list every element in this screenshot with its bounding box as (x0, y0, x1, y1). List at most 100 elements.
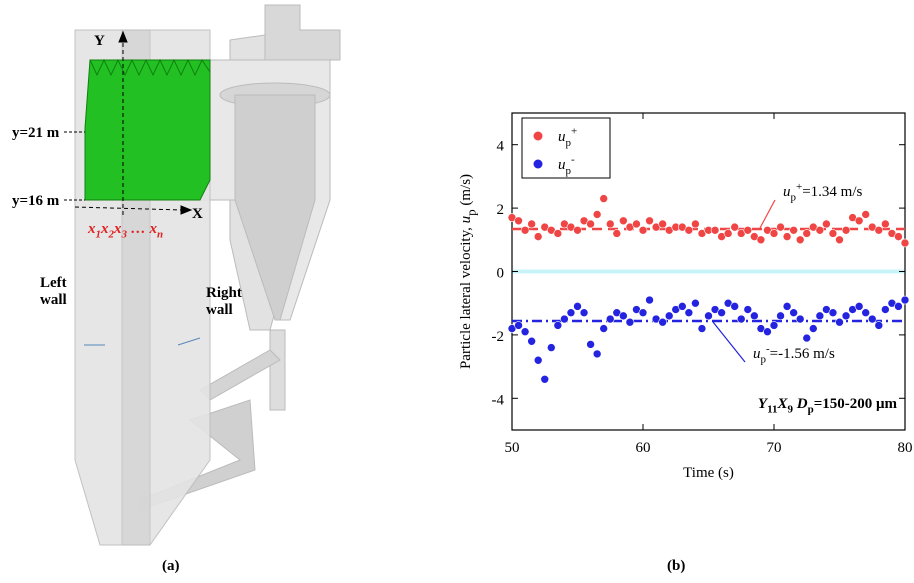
data-point (632, 219, 641, 229)
x-axis-label: Time (s) (683, 465, 734, 481)
data-point (802, 229, 812, 238)
data-point (723, 229, 733, 238)
data-point (697, 324, 707, 333)
data-point (553, 321, 563, 330)
data-point (881, 219, 890, 229)
data-point (658, 317, 667, 327)
data-point (743, 225, 753, 235)
data-point (789, 225, 798, 235)
text-part: x (87, 221, 96, 237)
text-part: x (113, 221, 122, 237)
data-point (560, 314, 569, 324)
x-tick-label: 80 (898, 440, 913, 456)
boiler-diagram (74, 4, 341, 546)
text-part: 9 (787, 404, 793, 416)
data-point (605, 219, 615, 229)
data-point (756, 235, 766, 245)
data-point (881, 305, 890, 314)
text-part: n (157, 229, 163, 241)
data-point (520, 327, 530, 337)
text-part: =-1.56 m/s (770, 346, 835, 362)
cyclone-core (234, 94, 316, 321)
wall-label: wall (40, 292, 67, 308)
data-point (894, 302, 903, 311)
data-point (894, 232, 903, 241)
data-point (900, 238, 910, 248)
data-point (861, 308, 871, 318)
text-part: - (571, 154, 575, 166)
legend-label: up- (558, 154, 575, 177)
text-part: p (791, 192, 797, 204)
data-point (514, 216, 523, 226)
data-point (900, 295, 910, 305)
arrow-head (180, 205, 193, 215)
duct (264, 4, 341, 61)
text-part: u (458, 216, 474, 224)
text-part: u (783, 184, 791, 200)
text-part: p (566, 137, 572, 149)
data-point (605, 314, 615, 324)
data-point (854, 216, 864, 226)
data-point (822, 219, 831, 229)
data-point (828, 229, 838, 238)
annotation-arrow (759, 199, 776, 229)
standpipe (269, 329, 286, 411)
data-point (612, 229, 622, 238)
data-point (854, 302, 864, 311)
diagram-axes (64, 30, 201, 346)
wall-label: Left (40, 275, 67, 291)
data-point (874, 225, 884, 235)
text-part: … x (127, 221, 158, 237)
text-part: 11 (767, 404, 777, 416)
y-axis-label: Particle lateral velocity, up (m/s) (458, 174, 479, 369)
data-point (691, 298, 700, 308)
y-tick-label: -2 (492, 329, 505, 345)
leader (177, 337, 201, 346)
text-part: + (571, 126, 577, 138)
data-point (520, 225, 530, 235)
arrow-head (118, 30, 128, 43)
data-point (769, 229, 779, 238)
data-point (638, 225, 648, 235)
data-point (625, 317, 635, 327)
data-point (677, 302, 687, 311)
x-tick-label: 60 (636, 440, 651, 456)
data-point (619, 311, 628, 321)
wall-label: wall (206, 302, 233, 318)
data-point (619, 216, 628, 226)
data-point (592, 349, 602, 359)
text-part: p (464, 209, 479, 216)
data-point (546, 343, 556, 352)
plane-edge (89, 58, 211, 77)
text-part: x (100, 221, 109, 237)
text-part: + (796, 181, 802, 193)
data-point (835, 235, 844, 245)
data-point (664, 311, 674, 321)
data-point (828, 308, 838, 318)
data-point (573, 225, 582, 235)
data-point (645, 216, 654, 226)
data-point (802, 333, 812, 343)
text-part: =150-200 μm (814, 396, 898, 412)
text-part: D (793, 396, 808, 412)
data-point (573, 302, 582, 311)
data-point (553, 229, 563, 238)
level-label: y=16 m (12, 193, 60, 209)
x-tick-label: 50 (505, 440, 520, 456)
panel-label: (a) (162, 558, 180, 574)
text-part: X (776, 396, 788, 412)
chart: -4 -2 0 2 4 50 60 70 80 Time (s) Particle lateral … (458, 112, 913, 481)
data-point (861, 210, 871, 219)
data-point (789, 308, 798, 318)
data-point (730, 302, 740, 311)
data-point (795, 235, 805, 245)
data-point (684, 308, 694, 318)
legend-label: up+ (558, 126, 577, 149)
data-point (763, 327, 772, 337)
data-point (540, 374, 550, 384)
data-point (586, 219, 595, 229)
text-part: p (761, 354, 767, 366)
y-tick-label: 2 (497, 202, 505, 218)
data-point (710, 225, 720, 235)
data-point (835, 317, 844, 327)
